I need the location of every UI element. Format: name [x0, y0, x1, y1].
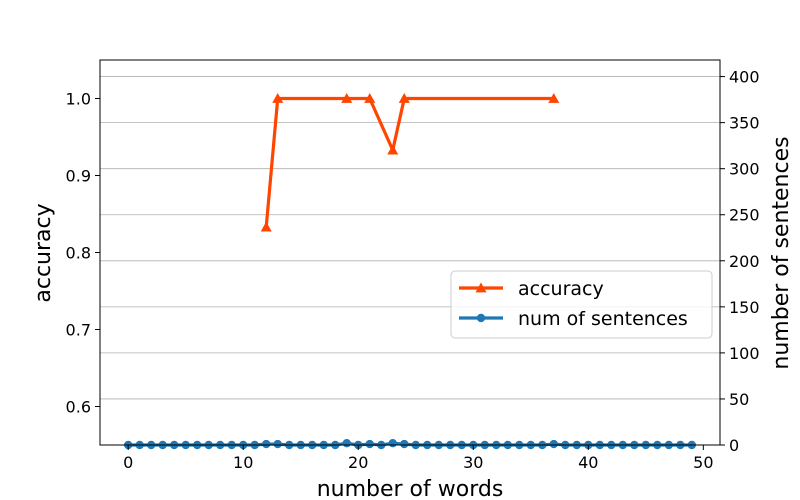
y-left-tick-label: 1.0 [66, 90, 91, 109]
data-point-accuracy [387, 144, 399, 155]
y-axis-left-label: accuracy [31, 203, 56, 302]
y-right-tick-label: 300 [729, 160, 760, 179]
x-tick-label: 0 [123, 453, 133, 472]
data-point-num-of-sentences [549, 439, 558, 449]
x-tick-label: 20 [348, 453, 368, 472]
y-left-tick-label: 0.8 [66, 244, 91, 263]
y-left-tick-label: 0.9 [66, 167, 91, 186]
data-point-num-of-sentences [342, 438, 351, 448]
y-right-tick-label: 200 [729, 252, 760, 271]
y-right-tick-label: 350 [729, 114, 760, 133]
y-right-tick-label: 400 [729, 68, 760, 87]
data-point-num-of-sentences [262, 439, 271, 449]
legend-marker-accuracy [475, 282, 487, 293]
x-axis-label: number of words [317, 477, 504, 500]
data-point-accuracy [548, 93, 560, 103]
legend-box [450, 270, 713, 339]
y-right-tick-label: 150 [729, 298, 760, 317]
data-point-num-of-sentences [388, 438, 397, 448]
x-tick-label: 10 [233, 453, 253, 472]
y-axis-right-label: number of sentences [769, 136, 794, 369]
legend-marker-num-of-sentences [476, 313, 486, 323]
right-axis-gridlines [100, 76, 720, 400]
data-point-num-of-sentences [273, 439, 282, 449]
data-point-num-of-sentences [400, 439, 409, 449]
legend-label-accuracy: accuracy [518, 278, 604, 300]
legend: accuracy num of sentences [450, 270, 713, 339]
x-tick-label: 40 [578, 453, 598, 472]
data-point-accuracy [364, 93, 376, 103]
y-left-tick-label: 0.6 [66, 398, 91, 417]
series-line-accuracy [264, 96, 554, 228]
y-right-tick-label: 50 [729, 390, 749, 409]
y-right-tick-label: 0 [729, 436, 739, 455]
plot-frame [99, 59, 721, 446]
y-axis-left: 0.6 0.7 0.8 0.9 1.0 [66, 90, 100, 417]
y-right-tick-label: 100 [729, 344, 760, 363]
y-axis-right: 0 50 100 150 200 250 300 350 400 [720, 68, 760, 455]
y-right-tick-label: 250 [729, 206, 760, 225]
data-point-accuracy [272, 93, 284, 103]
data-point-num-of-sentences [365, 439, 374, 449]
data-point-accuracy [398, 93, 410, 103]
y-left-tick-label: 0.7 [66, 321, 91, 340]
x-axis: 0 10 20 30 40 50 [123, 445, 714, 472]
x-tick-label: 50 [693, 453, 713, 472]
data-point-accuracy [341, 93, 353, 103]
legend-label-num-of-sentences: num of sentences [518, 308, 688, 330]
data-point-accuracy [260, 221, 272, 232]
x-tick-label: 30 [463, 453, 483, 472]
